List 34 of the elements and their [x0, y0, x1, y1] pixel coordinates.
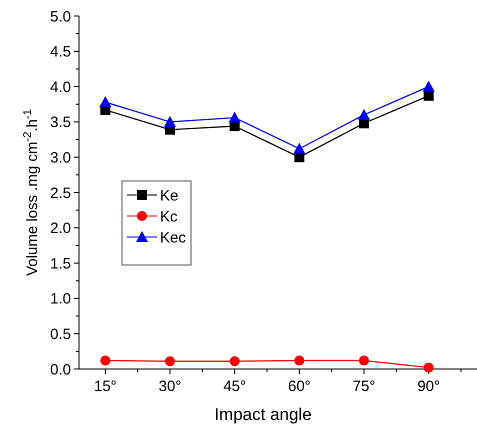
- y-tick-label: 2.5: [50, 184, 71, 202]
- point: [359, 356, 369, 366]
- y-tick-label: 3.0: [50, 149, 71, 166]
- x-axis-title: Impact angle: [214, 405, 312, 424]
- point: [99, 96, 112, 108]
- y-tick-label: 0.0: [50, 361, 71, 378]
- y-tick-label: 4.5: [50, 44, 71, 61]
- y-tick-label: 5.0: [50, 8, 71, 26]
- y-tick-label: 1.5: [50, 255, 71, 272]
- point: [424, 362, 434, 373]
- x-tick-label: 90°: [417, 378, 440, 395]
- y-tick-label: 2.0: [50, 220, 71, 238]
- x-tick-label: 75°: [352, 378, 376, 395]
- point: [294, 356, 304, 366]
- point: [293, 142, 306, 154]
- point: [100, 356, 110, 366]
- point: [230, 356, 240, 366]
- point: [228, 112, 241, 123]
- x-tick-label: 60°: [288, 378, 311, 395]
- point: [164, 116, 176, 127]
- legend-label: Kec: [160, 229, 186, 246]
- point: [358, 108, 370, 120]
- legend-label: Ke: [160, 187, 178, 204]
- point: [424, 90, 434, 101]
- legend-label: Kc: [160, 208, 178, 226]
- x-tick-label: 15°: [94, 378, 117, 395]
- x-tick-label: 30°: [158, 378, 182, 395]
- y-tick-label: 4.0: [50, 78, 71, 96]
- y-tick-label: 3.5: [50, 114, 71, 132]
- y-tick-label: 0.5: [50, 326, 71, 343]
- point: [165, 356, 175, 366]
- x-tick-label: 45°: [223, 378, 246, 395]
- y-tick-label: 1.0: [50, 290, 71, 308]
- point: [422, 80, 435, 92]
